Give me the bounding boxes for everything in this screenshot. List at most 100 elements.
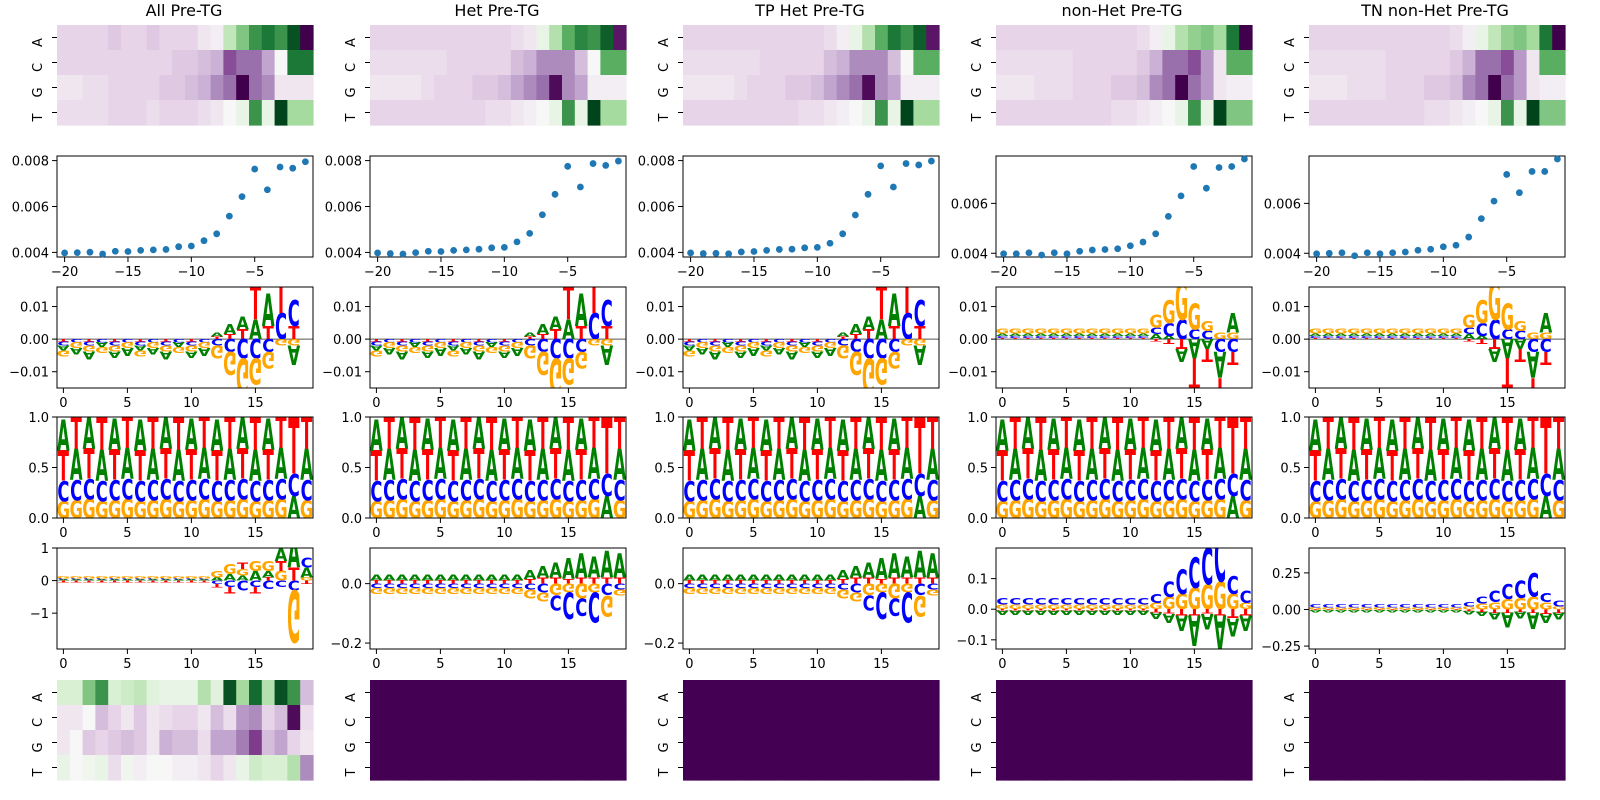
heatmap-cell [1060,755,1074,781]
heatmap-cell [1424,25,1438,51]
logo-letter-a: A [862,314,875,335]
heatmap-cell [1021,755,1035,781]
logo-letter-t: T [288,565,299,586]
heatmap-cell [1539,75,1553,101]
heatmap-cell [370,730,384,756]
heatmap-cell [587,100,601,126]
logo-letter-c: C [1214,474,1226,506]
logo-letter-c: C [1373,335,1385,338]
logo-letter-c: C [409,476,421,508]
heatmap-cell [434,50,448,76]
scatter-point [687,249,695,257]
heatmap-cell [734,705,748,731]
logo-letter-g: G [708,343,721,352]
heatmap-cell [574,75,589,101]
heatmap-cell [1398,100,1412,126]
logo-letter-c: C [57,340,69,346]
logo-panel-row5-3: GCTAGCTAGCTAGCTAGCTAGCTAGCTAGCTAGCTAGCTA… [956,547,1253,672]
heatmap-cell [498,100,512,126]
logo-letter-g: G [1513,318,1526,334]
logo-letter-a: A [236,314,249,335]
heatmap-cell [197,680,212,706]
logo-letter-t: T [1515,344,1526,365]
logo-letter-g: G [459,494,472,524]
heatmap-cell [811,75,825,101]
logo-letter-t: T [889,324,900,345]
x-tick-label: 10 [496,396,513,411]
heatmap-cell [223,25,237,51]
logo-letter-t: T [1553,608,1565,613]
logo-letter-a: A [498,410,511,460]
logo-letter-c: C [1240,475,1252,507]
x-tick-label: 15 [1186,526,1203,541]
heatmap-cell [523,730,537,756]
x-tick-label: 0 [998,526,1006,541]
heatmap-cell [1060,730,1074,756]
logo-letter-c: C [147,578,159,580]
logo-letter-a: A [472,409,485,459]
y-tick-label: 1.0 [341,411,362,426]
logo-letter-t: T [709,442,720,489]
scatter-point [1063,250,1071,258]
heatmap-cell [1449,730,1464,756]
logo-letter-g: G [785,343,798,352]
logo-letter-g: G [1098,327,1111,335]
logo-letter-a: A [798,441,811,491]
logo-letter-c: C [434,338,446,343]
y-tick-label: −0.2 [330,637,362,652]
heatmap-cell [926,50,940,76]
logo-letter-a: A [1373,333,1387,337]
logo-letter-c: C [562,332,574,363]
logo-letter-a: A [913,489,926,525]
logo-letter-a: A [1239,440,1252,490]
scatter-point [1477,215,1485,222]
logo-letter-a: A [1309,333,1323,337]
scatter-point [725,250,733,258]
logo-letter-a: A [721,441,734,491]
logo-letter-c: C [575,475,587,507]
logo-letter-a: A [696,440,709,490]
logo-letter-a: A [1360,609,1374,613]
logo-letter-g: G [1321,607,1334,611]
logo-letter-c: C [811,340,823,346]
scatter-point [301,158,309,166]
logo-letter-g: G [172,344,185,353]
heatmap-cell [1239,730,1253,756]
scatter-point [1351,252,1359,260]
heatmap-cell [836,50,850,76]
logo-letter-a: A [1514,336,1527,352]
logo-letter-t: T [697,580,709,585]
logo-letter-t: T [1189,607,1200,617]
logo-letter-c: C [863,590,875,613]
x-tick-label: −15 [1053,265,1080,280]
logo-letter-c: C [837,476,849,508]
column-title-tn-non-het-pre-tg: TN non-Het Pre-TG [1360,1,1509,20]
logo-letter-t: T [927,577,938,586]
heatmap-cell [382,100,397,126]
logo-letter-g: G [1175,271,1188,333]
logo-letter-c: C [134,476,146,508]
logo-letter-a: A [396,409,409,459]
logo-letter-a: A [1399,609,1413,613]
heatmap-cell [446,705,461,731]
y-tick-label: 1.0 [28,411,49,426]
logo-letter-g: G [562,496,575,524]
heatmap-cell [1136,705,1151,731]
logo-letter-t: T [1348,337,1359,339]
heatmap-cell [1111,705,1125,731]
heatmap-cell [1034,75,1048,101]
heatmap-cell [485,730,499,756]
heatmap-cell [1373,680,1387,706]
logo-letter-a: A [1124,333,1138,337]
logo-letter-g: G [708,495,721,525]
logo-letter-t: T [563,408,574,461]
heatmap-row-label: T [344,113,359,122]
heatmap-cell [510,680,525,706]
heatmap-cell [549,50,563,76]
logo-letter-g: G [996,496,1009,524]
logo-letter-g: G [772,340,785,349]
heatmap-cell [721,25,735,51]
x-tick-label: 10 [1435,396,1452,411]
heatmap-cell [1072,50,1087,76]
